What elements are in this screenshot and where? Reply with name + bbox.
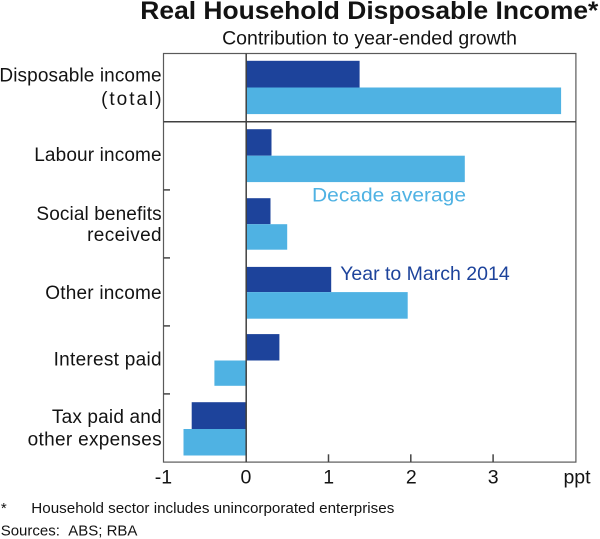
svg-text:Interest paid: Interest paid [54, 350, 162, 371]
svg-text:-1: -1 [155, 466, 172, 488]
svg-text:received: received [87, 225, 162, 246]
svg-text:Social benefits: Social benefits [36, 204, 161, 225]
svg-text:other expenses: other expenses [28, 430, 162, 451]
svg-text:1: 1 [323, 466, 334, 488]
svg-text:ppt: ppt [563, 466, 591, 488]
svg-text:*: * [1, 500, 7, 517]
svg-text:Contribution to year-ended gro: Contribution to year-ended growth [222, 27, 517, 49]
svg-text:Disposable income: Disposable income [0, 65, 162, 86]
svg-text:Sources: ABS; RBA: Sources: ABS; RBA [1, 523, 138, 539]
svg-text:Household sector includes unin: Household sector includes unincorporated… [31, 500, 394, 517]
svg-text:Decade average: Decade average [312, 186, 466, 207]
svg-text:Other income: Other income [45, 283, 161, 304]
svg-text:Real Household Disposable Inco: Real Household Disposable Income* [140, 0, 598, 25]
svg-text:(total): (total) [101, 89, 162, 110]
svg-text:Year to March 2014: Year to March 2014 [340, 263, 510, 285]
svg-text:Labour income: Labour income [34, 145, 161, 166]
svg-text:0: 0 [240, 466, 251, 488]
svg-text:Tax paid and: Tax paid and [52, 407, 162, 428]
svg-text:3: 3 [488, 466, 499, 488]
svg-text:2: 2 [406, 466, 417, 488]
